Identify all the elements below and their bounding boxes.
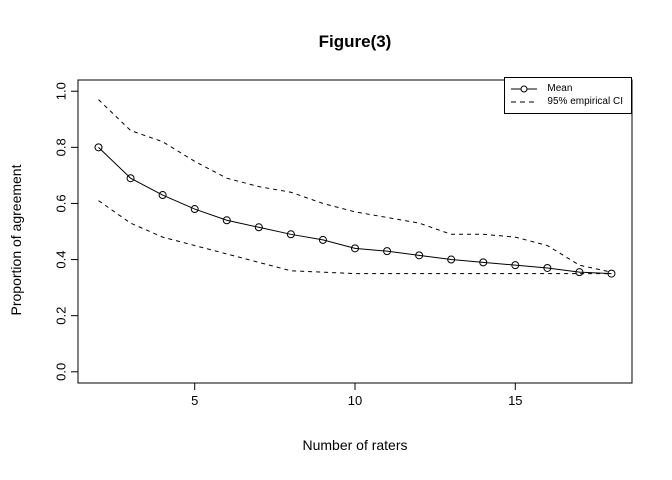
x-tick-label: 5 xyxy=(191,393,198,408)
mean-point-marker xyxy=(158,191,167,200)
legend-label-ci: 95% empirical CI xyxy=(547,96,623,107)
dashed-line-sample xyxy=(511,101,538,102)
legend-item-ci: 95% empirical CI xyxy=(510,95,623,108)
mean-point-marker xyxy=(222,216,231,225)
y-tick-label: 0.8 xyxy=(54,138,69,156)
legend-box: Mean 95% empirical CI xyxy=(504,77,632,114)
mean-point-marker xyxy=(190,205,199,214)
mean-point-marker xyxy=(479,258,488,267)
mean-point-marker xyxy=(126,174,135,183)
mean-point-marker xyxy=(318,235,327,244)
y-axis-label: Proportion of agreement xyxy=(8,164,24,316)
mean-point-marker xyxy=(383,247,392,256)
solid-line-circle-sample xyxy=(511,85,538,92)
mean-point-marker xyxy=(254,223,263,232)
series-line-ci-upper xyxy=(98,99,612,273)
mean-point-marker xyxy=(94,143,103,152)
y-tick-label: 1.0 xyxy=(54,82,69,100)
mean-point-marker xyxy=(543,263,552,272)
y-tick-label: 0.0 xyxy=(54,363,69,381)
legend-label-mean: Mean xyxy=(547,83,573,94)
legend-item-mean: Mean xyxy=(510,82,623,95)
plot-box xyxy=(77,79,633,384)
mean-point-marker xyxy=(511,261,520,270)
mean-point-marker xyxy=(415,251,424,260)
mean-point-marker xyxy=(286,230,295,239)
series-line-ci-lower xyxy=(98,200,612,275)
chart-title: Figure(3) xyxy=(318,32,392,51)
x-tick-label: 10 xyxy=(348,393,362,408)
mean-point-marker xyxy=(575,268,584,277)
mean-point-marker xyxy=(447,255,456,264)
y-tick-label: 0.4 xyxy=(54,251,69,269)
mean-point-marker xyxy=(351,244,359,253)
series-line-mean xyxy=(98,146,612,275)
x-tick-label: 15 xyxy=(508,393,522,408)
x-axis-label: Number of raters xyxy=(302,437,408,453)
y-tick-label: 0.2 xyxy=(54,307,69,325)
y-tick-label: 0.6 xyxy=(54,194,69,212)
